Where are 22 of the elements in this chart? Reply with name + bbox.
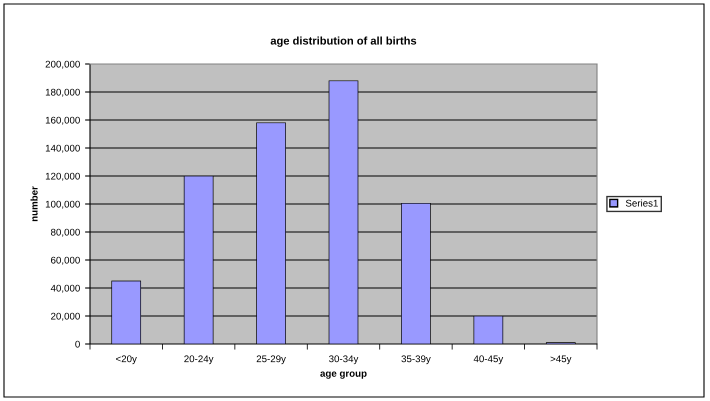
x-tick-label: 30-34y xyxy=(329,355,358,364)
y-tick-label: 60,000 xyxy=(51,256,80,265)
y-tick-label: 120,000 xyxy=(46,172,80,181)
y-tick-label: 0 xyxy=(75,340,80,348)
x-tick-label: 20-24y xyxy=(184,355,214,364)
x-tick-label: <20y xyxy=(116,355,137,364)
legend-label: Series1 xyxy=(626,199,658,207)
x-axis-title: age group xyxy=(320,371,367,379)
y-tick-label: 80,000 xyxy=(50,228,80,237)
y-tick-label: 140,000 xyxy=(46,144,80,153)
y-tick-label: 100,000 xyxy=(46,200,80,209)
x-tick-label: 25-29y xyxy=(256,355,286,364)
x-tick-label: 35-39y xyxy=(401,355,431,364)
x-tick-label: >45y xyxy=(550,355,572,364)
y-tick-label: 20,000 xyxy=(51,312,80,321)
y-tick-label: 200,000 xyxy=(46,60,80,69)
y-tick-label: 40,000 xyxy=(50,284,80,293)
x-tick-label: 40-45y xyxy=(474,355,504,364)
y-axis-title: number xyxy=(30,186,38,222)
chart-title: age distribution of all births xyxy=(270,36,416,47)
y-tick-label: 180,000 xyxy=(46,88,80,97)
y-tick-label: 160,000 xyxy=(46,116,80,125)
